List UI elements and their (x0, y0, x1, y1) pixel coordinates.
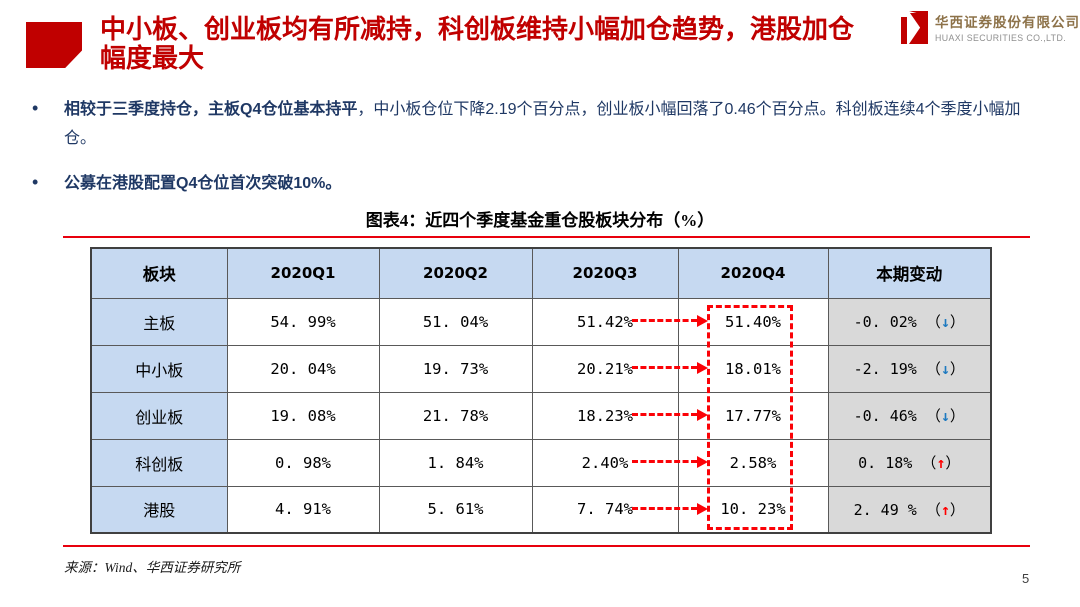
bullet-text: 相较于三季度持仓，主板Q4仓位基本持平，中小板仓位下降2.19个百分点，创业板小… (64, 95, 1039, 153)
q4-value-cell: 10. 23% (677, 485, 829, 534)
page-title-line2: 幅度最大 (100, 43, 205, 73)
header-cell-2020q3: 2020Q3 (531, 247, 679, 299)
change-value-cell: -0. 46% （↓） (827, 391, 992, 440)
header-cell-2020q4: 2020Q4 (677, 247, 829, 299)
paren-open: （ (921, 454, 937, 472)
bullet-1-bold: 相较于三季度持仓，主板Q4仓位基本持平 (64, 101, 358, 118)
logo-company-name-en: HUAXI SECURITIES CO.,LTD. (935, 33, 1067, 43)
q2-value-cell: 5. 61% (378, 485, 533, 534)
bullet-1-regular: ，中小板仓位下降2.19个百分点，创业板小幅回落了0.46个百分点。科创板连续4… (64, 101, 1021, 147)
header-cell-2020q1: 2020Q1 (226, 247, 380, 299)
page-title: 中小板、创业板均有所减持，科创板维持小幅加仓趋势，港股加仓 幅度最大 (100, 15, 900, 73)
logo-text: 华西证券股份有限公司 HUAXI SECURITIES CO.,LTD. (935, 11, 1080, 43)
dashed-arrow-icon (632, 361, 708, 374)
board-name-cell: 港股 (90, 485, 228, 534)
header-cell-board: 板块 (90, 247, 228, 299)
change-value-cell: 2. 49 % （↑） (827, 485, 992, 534)
change-value-cell: -2. 19% （↓） (827, 344, 992, 393)
figure-caption: 图表4：近四个季度基金重仓股板块分布（%） (365, 211, 715, 230)
paren-close: ） (949, 407, 965, 425)
title-marker-shape (26, 22, 82, 68)
change-value: -0. 46% (853, 407, 926, 425)
table-row-chuangyeban: 创业板 19. 08% 21. 78% 18.23% 17.77% -0. 46… (90, 391, 992, 440)
change-value: -0. 02% (853, 313, 926, 331)
paren-close: ） (949, 500, 965, 519)
down-arrow-icon: ↓ (940, 407, 950, 425)
huaxi-logo-icon (901, 11, 928, 44)
q2-value-cell: 21. 78% (378, 391, 533, 440)
bullet-2-bold: 公募在港股配置Q4仓位首次突破10%。 (64, 175, 342, 192)
dashed-arrow-icon (632, 455, 708, 468)
change-value-cell: -0. 02% （↓） (827, 297, 992, 346)
board-name-cell: 中小板 (90, 344, 228, 393)
paren-open: （ (925, 313, 941, 331)
table-row-zhongxiaoban: 中小板 20. 04% 19. 73% 20.21% 18.01% -2. 19… (90, 344, 992, 393)
bullet-dot: • (32, 98, 39, 118)
paren-open: （ (925, 407, 941, 425)
change-value: 2. 49 % (853, 500, 926, 519)
q1-value-cell: 54. 99% (226, 297, 380, 346)
company-logo: 华西证券股份有限公司 HUAXI SECURITIES CO.,LTD. (901, 11, 1080, 44)
paren-open: （ (925, 360, 941, 378)
fund-holdings-table: 板块 2020Q1 2020Q2 2020Q3 2020Q4 本期变动 主板 5… (90, 247, 992, 534)
table-row-zhuban: 主板 54. 99% 51. 04% 51.42% 51.40% -0. 02%… (90, 297, 992, 346)
up-arrow-icon: ↑ (940, 500, 950, 519)
change-value: -2. 19% (853, 360, 926, 378)
down-arrow-icon: ↓ (940, 360, 950, 378)
paren-open: （ (925, 500, 941, 519)
bullet-dot: • (32, 172, 39, 192)
divider-rule-bottom (63, 545, 1030, 547)
q2-value-cell: 51. 04% (378, 297, 533, 346)
bullet-item-1: • 相较于三季度持仓，主板Q4仓位基本持平，中小板仓位下降2.19个百分点，创业… (28, 95, 1040, 153)
board-name-cell: 科创板 (90, 438, 228, 487)
up-arrow-icon: ↑ (936, 454, 946, 472)
change-value: 0. 18% (858, 454, 922, 472)
q2-value-cell: 19. 73% (378, 344, 533, 393)
header-cell-change: 本期变动 (827, 247, 992, 299)
table-row-ganggu: 港股 4. 91% 5. 61% 7. 74% 10. 23% 2. 49 % … (90, 485, 992, 534)
q2-value-cell: 1. 84% (378, 438, 533, 487)
board-name-cell: 创业板 (90, 391, 228, 440)
q1-value-cell: 4. 91% (226, 485, 380, 534)
bullet-item-2: • 公募在港股配置Q4仓位首次突破10%。 (28, 169, 1040, 198)
change-value-cell: 0. 18% （↑） (827, 438, 992, 487)
source-note: 来源：Wind、华西证券研究所 (64, 560, 241, 575)
bullet-text: 公募在港股配置Q4仓位首次突破10%。 (64, 169, 1039, 198)
q1-value-cell: 19. 08% (226, 391, 380, 440)
dashed-arrow-icon (632, 408, 708, 421)
q1-value-cell: 0. 98% (226, 438, 380, 487)
paren-close: ） (945, 454, 961, 472)
paren-close: ） (949, 313, 965, 331)
table-header-row: 板块 2020Q1 2020Q2 2020Q3 2020Q4 本期变动 (90, 247, 992, 299)
down-arrow-icon: ↓ (940, 313, 950, 331)
header-cell-2020q2: 2020Q2 (378, 247, 533, 299)
board-name-cell: 主板 (90, 297, 228, 346)
dashed-arrow-icon (632, 314, 708, 327)
page-title-line1: 中小板、创业板均有所减持，科创板维持小幅加仓趋势，港股加仓 (100, 14, 855, 44)
divider-rule-top (63, 236, 1030, 238)
page-number: 5 (1022, 571, 1030, 586)
dashed-arrow-icon (632, 502, 708, 515)
paren-close: ） (949, 360, 965, 378)
table-row-kechuangban: 科创板 0. 98% 1. 84% 2.40% 2.58% 0. 18% （↑） (90, 438, 992, 487)
logo-company-name-cn: 华西证券股份有限公司 (935, 15, 1080, 30)
q1-value-cell: 20. 04% (226, 344, 380, 393)
